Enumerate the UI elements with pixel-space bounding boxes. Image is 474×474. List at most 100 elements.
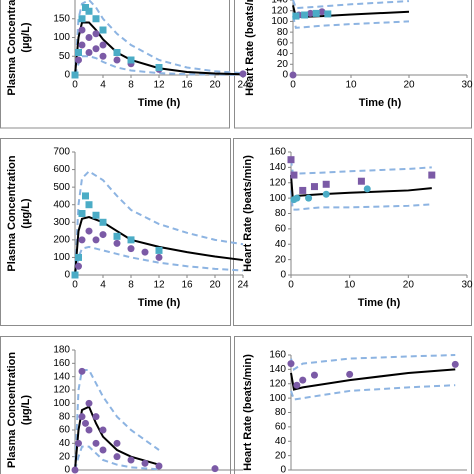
y-tick-label: 0 — [64, 270, 70, 281]
x-tick-label: 30 — [461, 80, 473, 91]
observed-point — [127, 236, 135, 244]
observed-point — [113, 439, 121, 447]
y-axis-label: Heart Rate (beats/min) — [244, 0, 256, 96]
observed-point — [71, 466, 79, 474]
y-tick-label: 80 — [275, 208, 287, 219]
y-tick-label: 160 — [269, 147, 286, 158]
observed-point — [78, 236, 86, 244]
model-line — [74, 405, 160, 471]
interval-line — [74, 445, 160, 471]
y-tick-label: 80 — [275, 407, 287, 418]
y-tick-label: 100 — [271, 16, 288, 27]
y-tick-label: 200 — [53, 234, 70, 245]
y-tick-label: 160 — [53, 358, 70, 369]
observed-point — [155, 246, 163, 254]
observed-point — [289, 71, 297, 79]
y-tick-label: 60 — [277, 37, 289, 48]
observed-point — [301, 11, 309, 19]
observed-point — [78, 413, 86, 421]
x-tick-label: 12 — [153, 280, 165, 291]
observed-point — [293, 194, 301, 202]
observed-point — [85, 227, 93, 235]
interval-line — [74, 369, 160, 471]
observed-point — [78, 26, 86, 34]
interval-line — [290, 190, 432, 211]
observed-point — [127, 245, 135, 253]
y-tick-label: 20 — [277, 59, 289, 70]
observed-point — [127, 56, 135, 64]
observed-point — [299, 376, 307, 384]
y-tick-label: 40 — [275, 239, 287, 250]
y-tick-label: 80 — [59, 411, 71, 422]
panel-frame — [234, 0, 472, 129]
y-tick-label: 0 — [64, 70, 70, 81]
y-tick-label: 100 — [53, 252, 70, 263]
x-tick-label: 0 — [72, 80, 78, 91]
x-tick-label: 20 — [403, 80, 415, 91]
x-tick-label: 10 — [345, 80, 357, 91]
y-axis-label: (µg/L) — [20, 22, 32, 52]
y-tick-label: 140 — [269, 364, 286, 375]
observed-point — [75, 253, 82, 261]
x-tick-label: 0 — [288, 280, 294, 291]
observed-point — [99, 231, 107, 239]
y-tick-label: 40 — [275, 436, 287, 447]
y-tick-label: 0 — [280, 465, 286, 474]
panel-frame — [233, 138, 472, 326]
observed-point — [451, 360, 459, 368]
observed-point — [82, 192, 89, 200]
observed-point — [78, 367, 86, 375]
interval-line — [292, 15, 410, 29]
y-tick-label: 120 — [269, 177, 286, 188]
observed-point — [99, 218, 107, 226]
y-tick-label: 100 — [269, 193, 286, 204]
y-axis-label: (µg/L) — [20, 198, 32, 228]
y-axis-label: (µg/L) — [20, 395, 32, 425]
y-tick-label: 20 — [275, 450, 287, 461]
observed-point — [92, 30, 100, 38]
y-tick-label: 0 — [280, 270, 286, 281]
observed-point — [312, 9, 320, 17]
observed-point — [239, 70, 247, 78]
x-axis-label: Time (h) — [138, 297, 181, 309]
x-axis-label: Time (h) — [138, 97, 181, 109]
y-tick-label: 120 — [53, 385, 70, 396]
interval-line — [290, 159, 432, 175]
observed-point — [292, 12, 300, 20]
y-axis-label: Plasma Concentration — [6, 155, 18, 271]
observed-point — [322, 190, 330, 198]
y-tick-label: 60 — [275, 224, 287, 235]
y-tick-label: 150 — [53, 13, 70, 24]
interval-line — [292, 0, 410, 10]
observed-point — [78, 15, 86, 23]
observed-point — [113, 56, 121, 64]
observed-point — [290, 171, 298, 179]
observed-point — [85, 399, 93, 407]
y-tick-label: 40 — [277, 48, 289, 59]
panel-frame — [0, 336, 231, 474]
x-axis-label: Time (h) — [358, 297, 401, 309]
panel-frame — [0, 0, 230, 129]
observed-point — [92, 413, 100, 421]
observed-point — [428, 171, 436, 179]
observed-point — [75, 262, 82, 270]
x-tick-label: 4 — [100, 280, 106, 291]
observed-point — [211, 465, 219, 473]
x-tick-label: 4 — [100, 80, 106, 91]
y-tick-label: 500 — [53, 182, 70, 193]
interval-line — [290, 354, 456, 371]
observed-point — [287, 156, 295, 164]
x-tick-label: 16 — [181, 280, 193, 291]
observed-point — [99, 41, 107, 49]
observed-point — [346, 370, 354, 378]
y-tick-label: 300 — [53, 217, 70, 228]
x-tick-label: 12 — [153, 80, 165, 91]
interval-line — [74, 170, 244, 276]
y-tick-label: 120 — [271, 5, 288, 16]
observed-point — [310, 183, 318, 191]
interval-line — [290, 384, 456, 401]
y-tick-label: 60 — [59, 425, 71, 436]
observed-point — [155, 64, 163, 71]
observed-point — [92, 15, 100, 23]
observed-point — [141, 459, 149, 467]
